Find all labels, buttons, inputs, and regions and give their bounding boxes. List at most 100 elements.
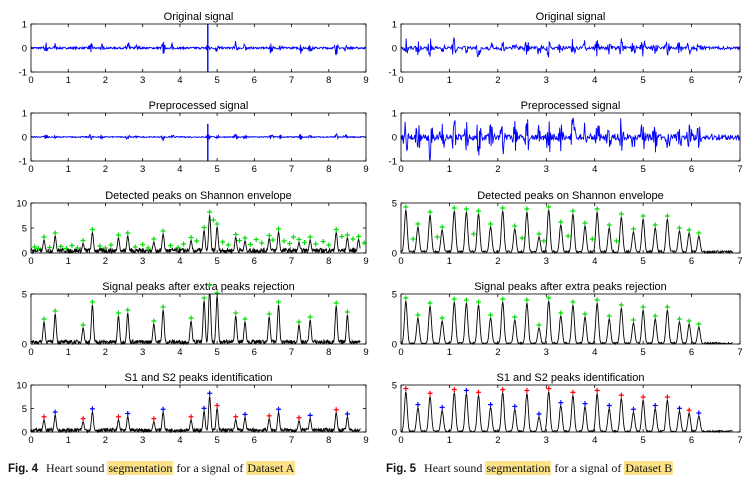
axes-frame	[30, 384, 367, 433]
x-tick-label: 5	[640, 75, 645, 86]
peak-marker	[594, 387, 600, 393]
peak-marker	[201, 405, 207, 411]
peak-marker	[35, 246, 41, 251]
peak-marker	[207, 390, 213, 396]
peak-marker	[276, 299, 282, 305]
x-tick-label: 0	[28, 256, 33, 267]
panel: Signal peaks after extra peaks rejection…	[392, 281, 743, 358]
x-tick-label: 6	[252, 256, 257, 267]
x-tick-label: 3	[140, 75, 145, 86]
peak-marker	[524, 297, 530, 303]
peak-marker	[188, 235, 194, 240]
peak-marker	[614, 238, 620, 244]
x-tick-label: 9	[363, 164, 368, 175]
peak-marker	[451, 387, 457, 393]
shannon-envelope	[30, 293, 361, 346]
panel-title: Original signal	[164, 11, 234, 23]
x-tick-label: 1	[66, 75, 71, 86]
peak-marker	[536, 411, 542, 417]
x-tick-label: 5	[214, 435, 219, 446]
x-tick-label: 2	[103, 75, 108, 86]
x-tick-label: 8	[326, 256, 331, 267]
peak-marker	[664, 394, 670, 400]
peak-marker	[188, 414, 194, 420]
peak-marker	[89, 299, 95, 305]
peak-marker	[427, 209, 433, 215]
peak-marker	[214, 221, 220, 227]
x-tick-label: 2	[495, 347, 500, 358]
y-tick-label: 1	[22, 20, 27, 31]
y-tick-label: 0	[392, 428, 397, 439]
peak-marker	[248, 242, 254, 247]
shannon-envelope	[400, 391, 733, 434]
peak-marker	[344, 232, 350, 238]
shannon-envelope	[400, 209, 734, 255]
x-tick-label: 0	[28, 435, 33, 446]
peak-marker	[439, 404, 445, 410]
x-tick-label: 3	[544, 256, 549, 267]
peak-marker	[463, 387, 469, 393]
peak-marker	[201, 295, 207, 301]
x-tick-label: 2	[495, 75, 500, 86]
x-tick-label: 5	[640, 164, 645, 175]
panel: S1 and S2 peaks identification 0 1 2 3 4 5 6 7 8 9…	[16, 372, 368, 446]
peak-marker	[175, 245, 181, 250]
peak-marker	[676, 225, 682, 231]
y-tick-label: -1	[19, 157, 27, 168]
peak-marker	[296, 319, 302, 325]
x-tick-label: 5	[640, 347, 645, 358]
x-tick-label: 1	[66, 256, 71, 267]
peak-marker	[47, 245, 53, 250]
y-tick-label: 1	[392, 109, 397, 120]
peak-marker	[524, 206, 530, 212]
x-tick-label: 9	[363, 256, 368, 267]
y-tick-label: 0	[22, 133, 27, 144]
peak-marker	[350, 236, 356, 242]
peak-marker	[618, 392, 624, 398]
peak-marker	[233, 232, 239, 237]
caption-highlight: Dataset B	[624, 461, 674, 475]
axes-frame	[400, 384, 741, 433]
peak-marker	[427, 390, 433, 396]
y-tick-label: 1	[22, 109, 27, 120]
x-tick-label: 5	[640, 435, 645, 446]
x-tick-label: 6	[252, 164, 257, 175]
peak-marker	[344, 309, 350, 315]
peak-marker	[606, 222, 612, 228]
signal-waveform	[30, 41, 367, 56]
x-tick-label: 4	[592, 435, 597, 446]
peak-marker	[582, 220, 588, 226]
peak-marker	[89, 406, 95, 412]
shannon-envelope	[30, 214, 361, 255]
peak-marker	[259, 240, 265, 246]
x-tick-label: 6	[689, 75, 694, 86]
x-tick-label: 4	[177, 347, 182, 358]
peak-marker	[403, 295, 409, 301]
peak-marker	[80, 416, 86, 422]
x-tick-label: 4	[177, 256, 182, 267]
peak-marker	[427, 300, 433, 306]
axes-frame	[30, 293, 367, 345]
peak-marker	[582, 401, 588, 407]
peak-marker	[594, 297, 600, 303]
x-tick-label: 7	[737, 75, 742, 86]
peak-marker	[664, 304, 670, 310]
x-tick-label: 3	[140, 347, 145, 358]
x-tick-label: 6	[689, 256, 694, 267]
peak-marker	[403, 386, 409, 392]
peak-marker	[686, 407, 692, 413]
peak-marker	[242, 316, 248, 322]
peak-marker	[58, 244, 64, 249]
y-tick-label: 0	[22, 428, 27, 439]
panel-title: Original signal	[536, 11, 606, 23]
peak-marker	[276, 226, 282, 232]
peak-marker	[290, 234, 296, 240]
y-tick-label: 0	[22, 44, 27, 55]
y-tick-label: 0	[392, 133, 397, 144]
y-tick-label: 5	[22, 290, 27, 301]
x-tick-label: 3	[140, 435, 145, 446]
x-tick-label: 0	[28, 75, 33, 86]
x-tick-label: 6	[689, 164, 694, 175]
x-tick-label: 2	[103, 435, 108, 446]
